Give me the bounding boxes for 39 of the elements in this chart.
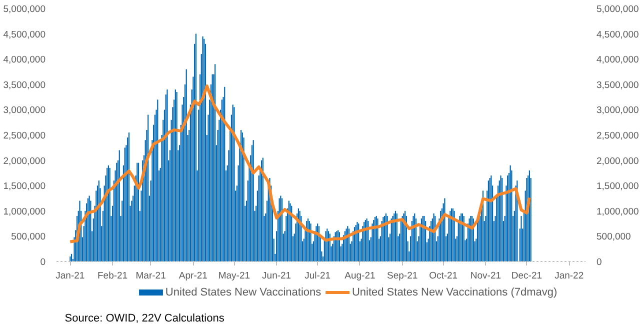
x-tick-label: Oct-21 bbox=[429, 270, 458, 282]
x-tick-label: Jul-21 bbox=[304, 270, 331, 282]
legend-label: United States New Vaccinations (7dmavg) bbox=[352, 286, 558, 298]
y-tick-label: 0 bbox=[40, 257, 46, 268]
y2-tick-label: 2,000,000 bbox=[596, 156, 639, 167]
x-tick-label: May-21 bbox=[218, 270, 250, 282]
y-tick-label: 2,500,000 bbox=[3, 130, 46, 142]
y2-tick-label: 500,000 bbox=[596, 232, 631, 243]
y2-tick-label: 4,000,000 bbox=[596, 54, 639, 66]
y-tick-label: 1,000,000 bbox=[3, 206, 46, 218]
y2-tick-label: 3,500,000 bbox=[596, 80, 639, 91]
y-tick-label: 4,000,000 bbox=[3, 54, 46, 66]
y-tick-label: 500,000 bbox=[11, 232, 46, 243]
y-tick-label: 3,500,000 bbox=[3, 80, 46, 91]
y-tick-label: 1,500,000 bbox=[3, 181, 46, 192]
y2-tick-label: 4,500,000 bbox=[596, 29, 639, 40]
y-tick-label: 5,000,000 bbox=[3, 4, 46, 15]
y2-tick-label: 3,000,000 bbox=[596, 105, 639, 116]
y2-tick-label: 5,000,000 bbox=[596, 4, 639, 15]
y2-tick-label: 1,000,000 bbox=[596, 206, 639, 218]
x-tick-label: Jan-22 bbox=[554, 270, 584, 282]
x-tick-label: Apr-21 bbox=[178, 270, 208, 282]
y2-tick-label: 0 bbox=[596, 257, 602, 268]
x-tick-label: Jan-21 bbox=[56, 270, 85, 282]
x-tick-label: Aug-21 bbox=[344, 270, 376, 282]
x-tick-label: Sep-21 bbox=[387, 270, 418, 282]
x-tick-label: Jun-21 bbox=[262, 270, 292, 282]
legend-label: United States New Vaccinations bbox=[165, 286, 322, 298]
x-tick-label: Nov-21 bbox=[470, 270, 502, 282]
line-series bbox=[68, 84, 531, 244]
source-note: Source: OWID, 22V Calculations bbox=[64, 312, 225, 324]
y2-tick-label: 2,500,000 bbox=[596, 130, 639, 142]
y-tick-label: 4,500,000 bbox=[3, 29, 46, 40]
y-tick-label: 3,000,000 bbox=[3, 105, 46, 116]
x-tick-label: Dec-21 bbox=[511, 270, 542, 282]
y-tick-label: 2,000,000 bbox=[3, 156, 46, 167]
x-tick-label: Feb-21 bbox=[97, 270, 128, 282]
y2-tick-label: 1,500,000 bbox=[596, 181, 639, 192]
x-tick-label: Mar-21 bbox=[136, 270, 166, 282]
